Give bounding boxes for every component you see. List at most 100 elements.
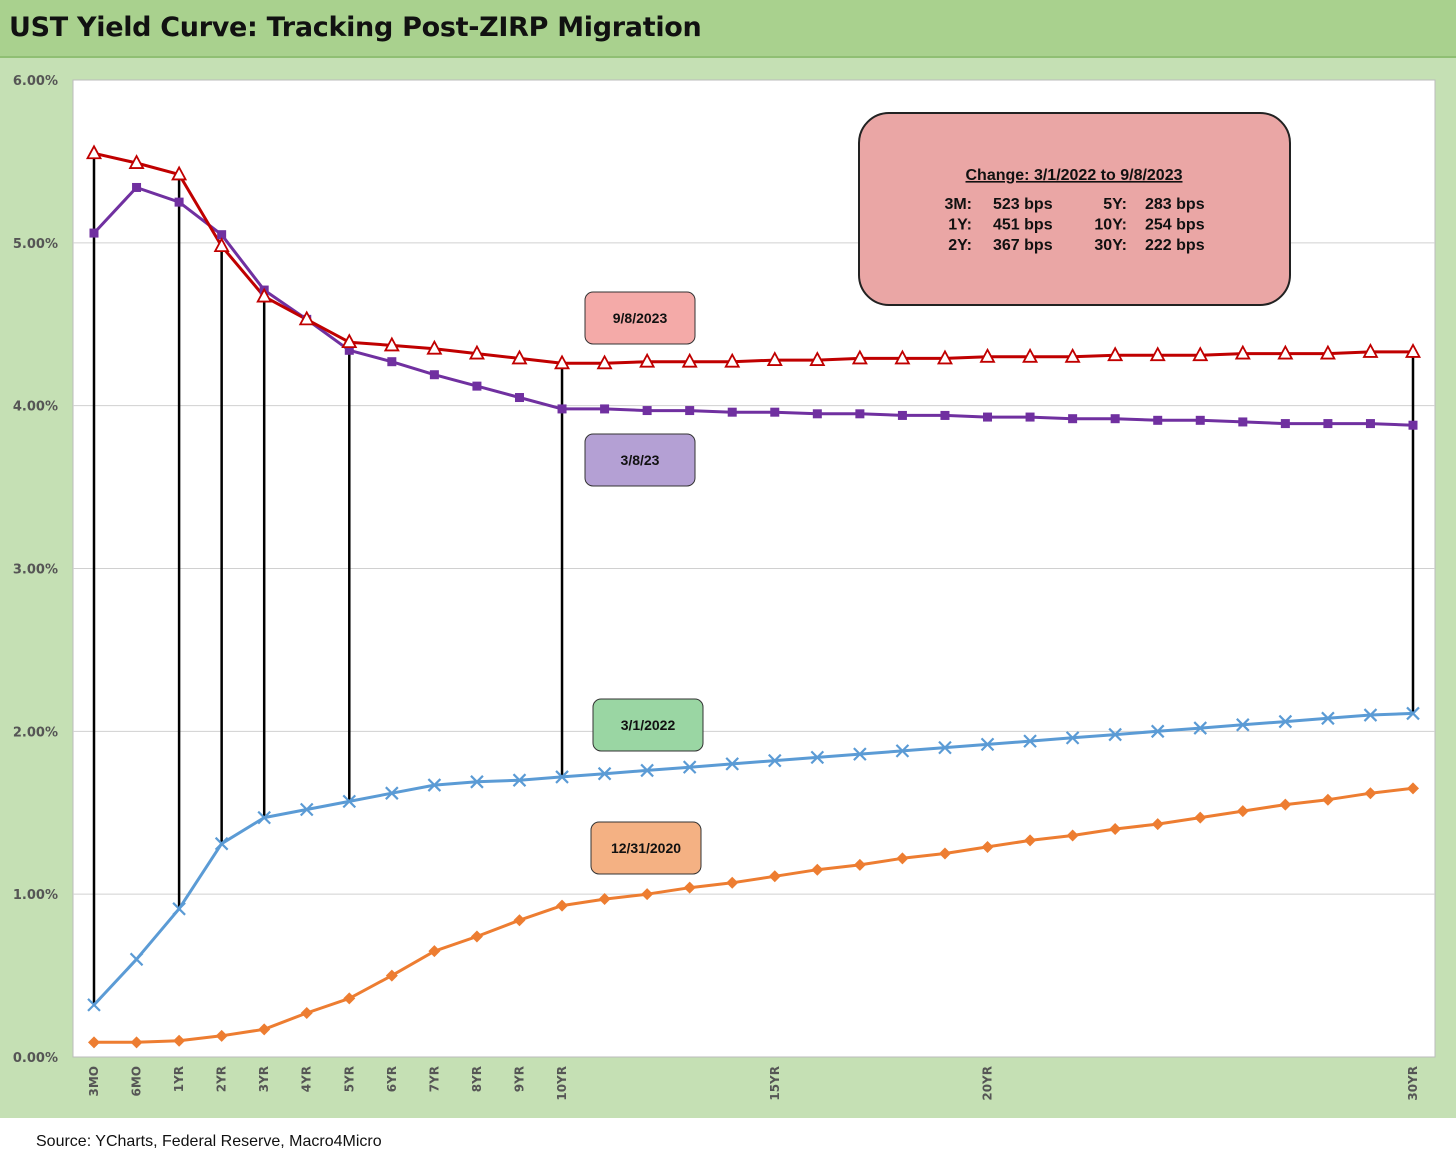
- data-point: [1234, 344, 1251, 360]
- markers-group: [85, 144, 1422, 1049]
- data-point: [1066, 829, 1079, 842]
- x-tick-label: 3MO: [87, 1066, 101, 1097]
- data-point: [1362, 343, 1379, 358]
- series-label-box: [584, 433, 696, 487]
- change-row-value: 451 bps: [993, 217, 1053, 234]
- data-point: [640, 763, 654, 778]
- data-point: [132, 182, 142, 192]
- data-point: [1065, 731, 1080, 745]
- series-label-box: [590, 821, 702, 875]
- data-point: [853, 858, 866, 871]
- data-point: [85, 144, 103, 160]
- data-point: [597, 766, 612, 781]
- y-tick-label: 5.00%: [13, 237, 58, 252]
- data-point: [1022, 347, 1039, 363]
- data-point: [88, 1036, 100, 1049]
- data-point: [557, 404, 567, 414]
- data-point: [89, 228, 99, 238]
- data-point: [257, 810, 271, 825]
- change-row-key: 30Y:: [1094, 237, 1127, 254]
- x-tick-label: 2YR: [215, 1066, 229, 1092]
- data-point: [894, 349, 911, 365]
- x-tick-label: 15YR: [768, 1066, 782, 1101]
- data-point: [725, 757, 740, 771]
- data-point: [767, 753, 782, 768]
- data-point: [128, 154, 145, 169]
- change-row-key: 3M:: [944, 196, 972, 213]
- data-point: [940, 410, 950, 420]
- data-point: [1150, 724, 1165, 739]
- data-point: [129, 952, 144, 967]
- series-line: [93, 151, 1413, 365]
- data-point: [851, 349, 868, 365]
- data-point: [1319, 344, 1336, 360]
- data-point: [598, 893, 611, 906]
- data-point: [215, 1029, 228, 1042]
- series-line: [92, 711, 1414, 1006]
- change-row-value: 367 bps: [993, 237, 1053, 254]
- data-point: [172, 902, 186, 916]
- data-point: [1407, 782, 1419, 795]
- x-tick-label: 3YR: [257, 1066, 271, 1092]
- data-point: [1365, 419, 1375, 429]
- data-point: [514, 393, 524, 403]
- data-point: [766, 351, 783, 366]
- series-group: [92, 151, 1414, 1044]
- x-tick-label: 20YR: [981, 1066, 995, 1101]
- x-axis-tick-labels: 3MO 6MO 1YR 2YR 3YR 4YR 5YR 6YR 7YR 8YR 9YR 10YR 15Y…: [87, 1066, 1420, 1101]
- x-tick-label: 1YR: [172, 1066, 186, 1092]
- data-point: [1193, 721, 1208, 735]
- change-row-value: 222 bps: [1145, 237, 1205, 254]
- series-label-text: 3/8/23: [621, 452, 660, 468]
- data-point: [683, 881, 696, 894]
- y-tick-label: 4.00%: [13, 400, 58, 415]
- data-point: [855, 409, 865, 419]
- data-point: [1192, 346, 1209, 362]
- data-point: [512, 773, 527, 787]
- data-point: [1236, 805, 1249, 818]
- data-point: [1153, 415, 1163, 425]
- data-point: [1064, 347, 1081, 363]
- data-point: [171, 165, 188, 181]
- series-label: 9/8/2023: [584, 291, 696, 345]
- data-point: [895, 744, 910, 758]
- data-point: [896, 852, 909, 865]
- change-lines: [92, 153, 1415, 1005]
- x-tick-label: 8YR: [470, 1066, 484, 1092]
- source-note: Source: YCharts, Federal Reserve, Macro4…: [36, 1133, 382, 1150]
- x-tick-label: 30YR: [1406, 1066, 1420, 1101]
- change-row-value: 523 bps: [993, 196, 1053, 213]
- data-point: [258, 1023, 271, 1036]
- data-point: [768, 870, 781, 883]
- data-point: [468, 344, 485, 360]
- data-point: [682, 760, 697, 774]
- data-point: [385, 969, 398, 982]
- change-box-background: [858, 112, 1291, 306]
- data-point: [130, 1036, 143, 1049]
- data-point: [981, 840, 994, 853]
- data-point: [1024, 834, 1037, 847]
- y-tick-label: 3.00%: [13, 563, 58, 578]
- x-tick-label: 9YR: [512, 1066, 526, 1092]
- data-point: [299, 802, 314, 817]
- data-point: [511, 349, 528, 365]
- data-point: [1068, 414, 1078, 424]
- data-point: [513, 914, 526, 927]
- x-tick-label: 10YR: [555, 1066, 569, 1101]
- data-point: [1107, 346, 1124, 362]
- change-row-value: 283 bps: [1145, 196, 1205, 213]
- data-point: [596, 354, 613, 370]
- data-point: [1404, 343, 1422, 358]
- data-point: [343, 992, 356, 1005]
- change-box-title: Change: 3/1/2022 to 9/8/2023: [966, 167, 1183, 184]
- series-labels: 9/8/2023 3/8/23 3/1/2022 12/31/2020: [584, 291, 704, 875]
- data-point: [812, 409, 822, 419]
- x-tick-label: 6MO: [130, 1066, 144, 1097]
- data-point: [600, 404, 610, 414]
- data-point: [770, 407, 780, 417]
- data-point: [1280, 419, 1290, 429]
- data-point: [214, 836, 229, 851]
- series-label: 3/1/2022: [592, 698, 704, 752]
- data-point: [1151, 818, 1164, 831]
